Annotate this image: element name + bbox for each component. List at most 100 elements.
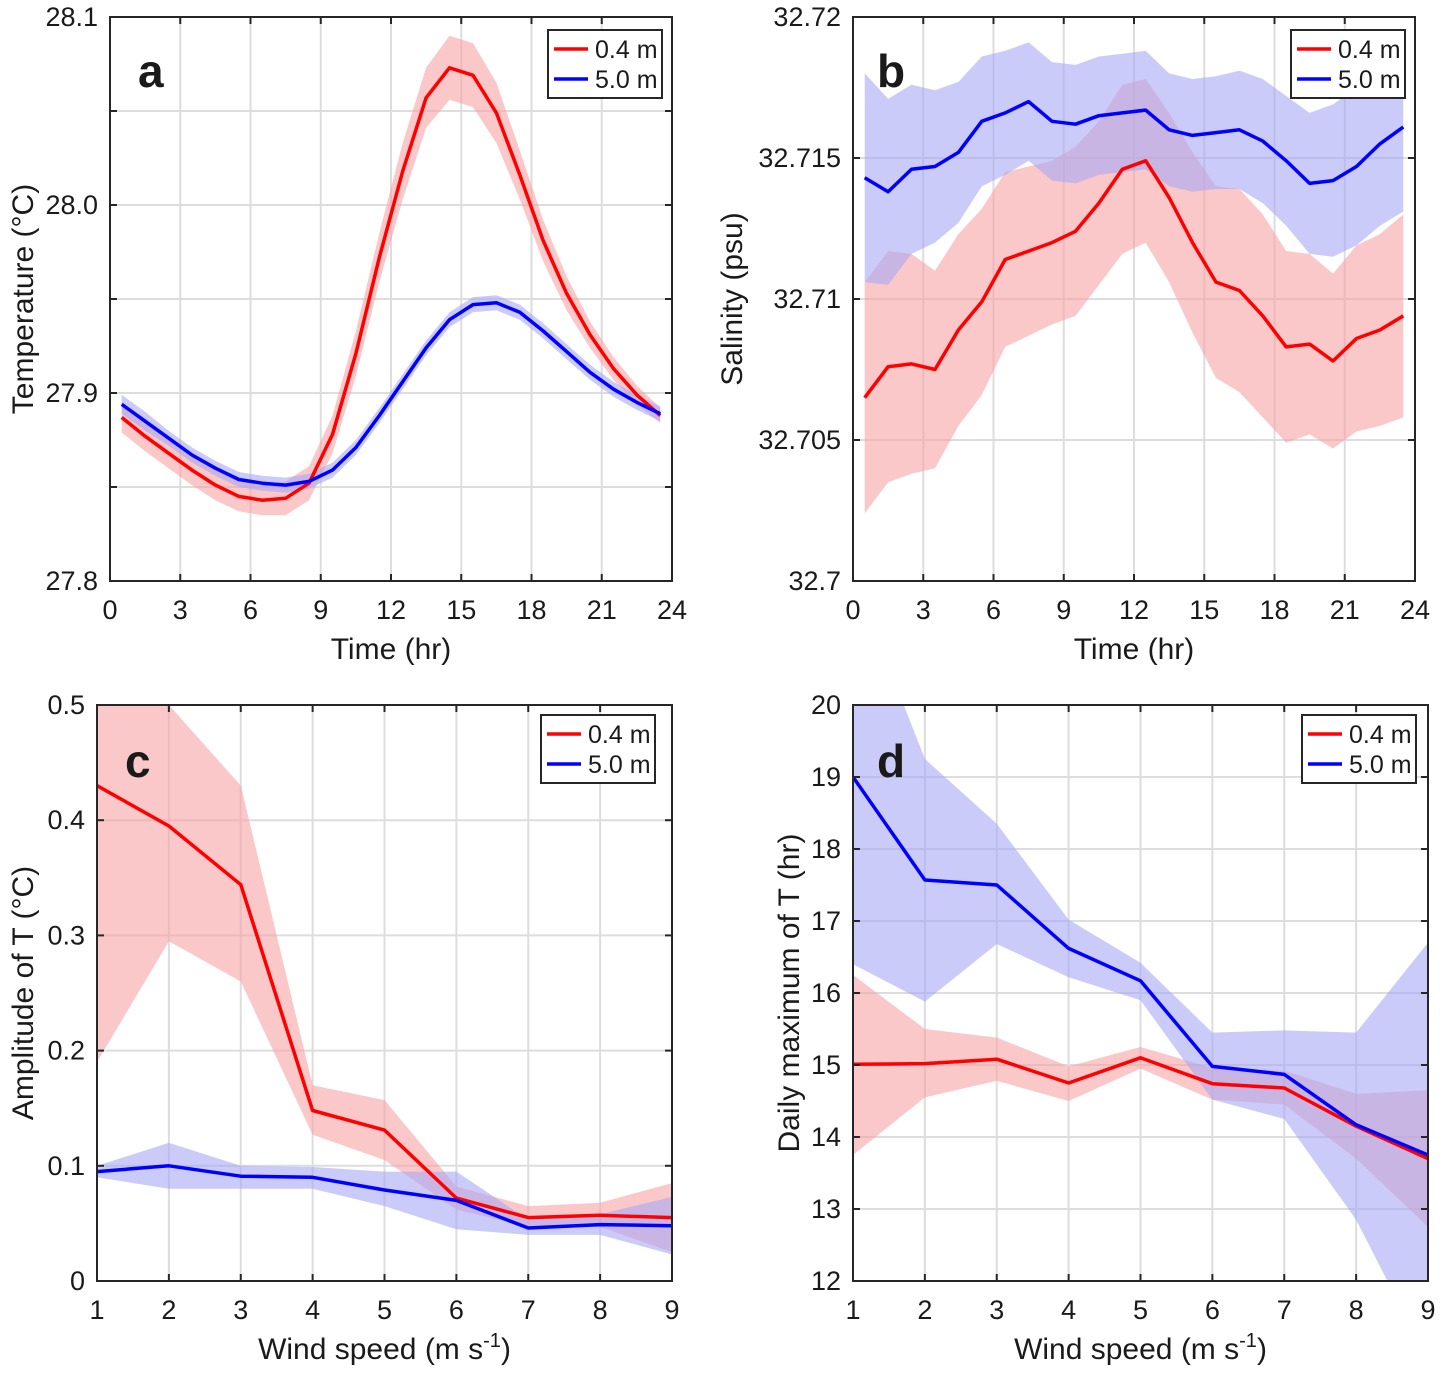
panel-d-ytick-label: 18: [811, 834, 841, 864]
panel-b-line-0-4-m: [863, 159, 1405, 399]
panel-b-xtick-label: 15: [1189, 595, 1219, 625]
panel-c-legend-label: 0.4 m: [588, 721, 651, 749]
panel-b-xtick-label: 12: [1119, 595, 1149, 625]
panel-c-ytick-label: 0.4: [47, 805, 85, 835]
panel-a-line-0-4-m: [120, 66, 662, 502]
panel-c-legend-box: [540, 714, 656, 784]
panel-d-plot-area: [853, 705, 1428, 1281]
panel-b-plot-area: [863, 42, 1405, 514]
panel-c-ytick-label: 0.2: [47, 1036, 85, 1066]
panel-a-ytick-label: 27.8: [45, 566, 98, 596]
panel-a-plot-area: [120, 35, 662, 516]
panel-d-ytick-label: 20: [811, 690, 841, 720]
panel-d-legend-label: 5.0 m: [1349, 751, 1412, 779]
panel-d-ytick-label: 13: [811, 1194, 841, 1224]
panel-b-line-5-0-m: [863, 99, 1405, 194]
panel-c-xlabel: Wind speed (m s-1): [258, 1330, 511, 1366]
panel-c-letter: c: [125, 735, 151, 787]
panel-d-ytick-label: 19: [811, 762, 841, 792]
panel-c-xtick-label: 9: [664, 1295, 679, 1325]
panel-c-legend-label: 5.0 m: [588, 751, 651, 779]
panel-b-ytick-label: 32.71: [773, 284, 841, 314]
panel-b-ytick-label: 32.715: [758, 143, 841, 173]
panel-d-ylabel: Daily maximum of T (hr): [773, 834, 806, 1153]
panel-a-ytick-label: 27.9: [45, 378, 98, 408]
panel-a-xlabel: Time (hr): [331, 633, 452, 666]
panel-d-xtick-label: 8: [1349, 1295, 1364, 1325]
panel-c-xtick-label: 7: [521, 1295, 536, 1325]
panel-b-band-0-4-m: [864, 79, 1404, 514]
panel-c-line-5-0-m: [97, 1164, 672, 1230]
panel-c-ytick-label: 0.5: [47, 690, 85, 720]
panel-b-xtick-label: 0: [845, 595, 860, 625]
panel-a-band-0-4-m: [121, 35, 661, 516]
panel-b-xtick-label: 24: [1400, 595, 1430, 625]
panel-d-letter: d: [877, 735, 905, 787]
panel-a-xtick-label: 18: [516, 595, 546, 625]
panel-d-line-5-0-m: [853, 775, 1428, 1157]
panel-a-xtick-label: 9: [313, 595, 328, 625]
panel-c-ytick-label: 0: [70, 1266, 85, 1296]
panel-d-legend-box: [1301, 714, 1417, 784]
panel-a-band-5-0-m: [121, 295, 661, 493]
panel-d-band-5-0-m: [853, 705, 1428, 1281]
panel-b-ylabel: Salinity (psu): [716, 212, 749, 385]
panel-b-xtick-label: 18: [1259, 595, 1289, 625]
panel-a-line-5-0-m: [120, 301, 662, 487]
panel-a-xtick-label: 6: [243, 595, 258, 625]
panel-a-xtick-label: 21: [587, 595, 617, 625]
panel-b-letter: b: [877, 45, 905, 97]
panel-c-plot-area: [97, 705, 672, 1255]
panel-a-legend-label: 0.4 m: [595, 36, 658, 64]
panel-a-legend: 0.4 m5.0 m: [547, 29, 663, 99]
panel-c-xtick-label: 8: [593, 1295, 608, 1325]
panel-d-xtick-label: 4: [1061, 1295, 1076, 1325]
panel-d-xtick-label: 2: [917, 1295, 932, 1325]
panel-b-ytick-label: 32.7: [788, 566, 841, 596]
panel-d-xtick-label: 6: [1205, 1295, 1220, 1325]
panel-a-xtick-label: 24: [657, 595, 687, 625]
panel-b-ytick-label: 32.72: [773, 2, 841, 32]
panel-d-line-0-4-m: [853, 1056, 1428, 1161]
panel-a-legend-box: [547, 29, 663, 99]
panel-b: 0 3 6 9 12 15 18 21 24 32.7 32.705 32.71 32.715 32.72…: [716, 2, 1430, 666]
panel-d-legend-label: 0.4 m: [1349, 721, 1412, 749]
panel-b-xtick-label: 21: [1330, 595, 1360, 625]
panel-d-ytick-label: 16: [811, 978, 841, 1008]
panel-a-xtick-label: 15: [446, 595, 476, 625]
panel-c-ytick-label: 0.3: [47, 920, 85, 950]
panel-d-xtick-label: 1: [845, 1295, 860, 1325]
panel-a-xtick-label: 12: [376, 595, 406, 625]
panel-c-xtick-label: 3: [233, 1295, 248, 1325]
panel-c-ytick-label: 0.1: [47, 1151, 85, 1181]
panel-b-xtick-label: 6: [986, 595, 1001, 625]
panel-a-xtick-label: 3: [173, 595, 188, 625]
panel-c-xtick-label: 1: [89, 1295, 104, 1325]
panel-c-xtick-label: 4: [305, 1295, 320, 1325]
panel-b-xtick-label: 3: [916, 595, 931, 625]
panel-d-xlabel: Wind speed (m s-1): [1014, 1330, 1267, 1366]
panel-a-ytick-label: 28.0: [45, 190, 98, 220]
panel-d-xtick-label: 7: [1277, 1295, 1292, 1325]
panel-c-band-0-4-m: [97, 705, 672, 1253]
panel-d-ytick-label: 15: [811, 1050, 841, 1080]
panel-a-ytick-label: 28.1: [45, 2, 98, 32]
panel-d-xtick-label: 3: [989, 1295, 1004, 1325]
panel-c-xtick-label: 5: [377, 1295, 392, 1325]
panel-b-legend: 0.4 m5.0 m: [1290, 29, 1406, 99]
panel-c-xtick-label: 2: [161, 1295, 176, 1325]
panel-c-ylabel: Amplitude of T (°C): [7, 866, 40, 1120]
panel-a: 0 3 6 9 12 15 18 21 24 27.8 27.9 28.0 28.1 Time (hr) T…: [7, 2, 687, 666]
panel-a-letter: a: [138, 45, 164, 97]
panel-c: 1 2 3 4 5 6 7 8 9 0 0.1 0.2 0.3 0.4 0.5 Wind speed (m s…: [7, 690, 680, 1366]
panel-b-ytick-label: 32.705: [758, 425, 841, 455]
panel-c-line-0-4-m: [97, 784, 672, 1220]
panel-b-legend-box: [1290, 29, 1406, 99]
panel-a-legend-label: 5.0 m: [595, 66, 658, 94]
panel-d-legend: 0.4 m5.0 m: [1301, 714, 1417, 784]
panel-d-xtick-label: 5: [1133, 1295, 1148, 1325]
panel-c-xtick-label: 6: [449, 1295, 464, 1325]
panel-d-ytick-label: 12: [811, 1266, 841, 1296]
